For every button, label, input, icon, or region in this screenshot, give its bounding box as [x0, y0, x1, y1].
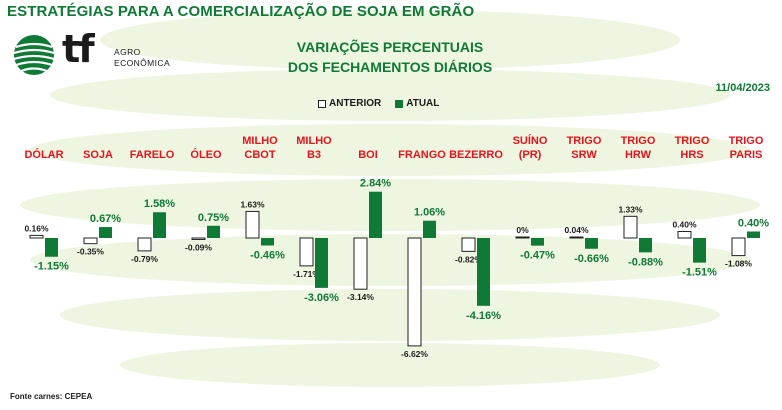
chart-legend: ANTERIOR ATUAL: [318, 98, 439, 109]
logo-economica-text: ECONÔMICA: [114, 58, 171, 68]
bar-current: [153, 212, 166, 238]
data-label-previous: -3.14%: [347, 292, 374, 302]
category-label: SUÍNO: [513, 134, 548, 147]
bar-previous: [299, 237, 314, 267]
source-note: Fonte carnes: CEPEA: [10, 392, 93, 401]
data-label-current: 1.06%: [414, 207, 445, 219]
legend-swatch-previous: [318, 99, 326, 108]
data-label-current: -3.06%: [304, 292, 339, 304]
category-label: SOJA: [83, 149, 113, 161]
data-label-previous: 1.33%: [618, 204, 643, 214]
chart-title-line1: VARIAÇÕES PERCENTUAIS: [296, 39, 484, 55]
logo-agro-text: AGRO: [114, 47, 141, 57]
logo-globe-icon: [13, 35, 55, 75]
data-label-previous: -1.71%: [293, 269, 320, 279]
data-label-previous: -0.79%: [131, 254, 158, 264]
bar-current: [477, 238, 490, 306]
bar-current: [747, 231, 760, 238]
data-label-current: 0.75%: [198, 212, 229, 224]
data-label-previous: -0.82%: [455, 254, 482, 264]
bar-current: [369, 191, 382, 238]
data-label-current: -0.47%: [520, 250, 555, 262]
category-label: TRIGO: [729, 135, 764, 147]
category-label: FRANGO: [398, 149, 446, 161]
report-title: ESTRATÉGIAS PARA A COMERCIALIZAÇÃO DE SO…: [7, 3, 475, 20]
report-date: 11/04/2023: [715, 82, 770, 94]
data-label-previous: 0.40%: [672, 219, 697, 229]
category-label: TRIGO: [567, 135, 602, 147]
data-label-current: -0.66%: [574, 253, 609, 265]
category-label: FARELO: [130, 149, 175, 161]
category-label: TRIGO: [621, 135, 656, 147]
data-label-previous: -0.35%: [77, 247, 104, 257]
logo-tf-mark: tf: [62, 27, 95, 71]
bar-previous: [191, 237, 206, 240]
bar-previous: [515, 236, 530, 239]
bar-previous: [569, 236, 584, 239]
category-label: HRW: [625, 149, 652, 161]
bar-previous: [83, 237, 98, 245]
data-label-current: 0.40%: [738, 217, 769, 229]
legend-label-previous: ANTERIOR: [329, 98, 382, 109]
bar-current: [423, 220, 436, 238]
category-label: (PR): [519, 149, 542, 161]
category-label: ÓLEO: [190, 148, 222, 161]
legend-swatch-current: [395, 99, 404, 108]
data-label-current: -1.15%: [34, 261, 69, 273]
tf-agroeconomica-logo: tf AGRO ECONÔMICA: [12, 27, 177, 79]
data-label-previous: -0.09%: [185, 242, 212, 252]
data-label-previous: 0.04%: [564, 225, 589, 235]
bar-current: [207, 225, 220, 238]
category-label: CBOT: [244, 149, 275, 161]
data-label-current: 2.84%: [360, 178, 391, 190]
bar-previous: [353, 237, 368, 290]
bar-current: [531, 238, 544, 246]
data-label-previous: 0%: [516, 225, 529, 235]
data-label-previous: 1.63%: [240, 199, 265, 209]
bar-previous: [29, 234, 44, 239]
category-label: MILHO: [242, 135, 278, 147]
category-label: DÓLAR: [24, 148, 63, 161]
category-label: B3: [307, 149, 321, 161]
data-label-current: 0.67%: [90, 213, 121, 225]
bar-previous: [245, 210, 260, 239]
bar-current: [99, 227, 112, 238]
category-label: SRW: [571, 149, 597, 161]
data-label-current: -1.51%: [682, 267, 717, 279]
category-label: TRIGO: [675, 135, 710, 147]
bar-current: [261, 238, 274, 246]
data-label-current: -0.88%: [628, 256, 663, 268]
bar-current: [693, 238, 706, 263]
data-label-previous: 0.16%: [24, 223, 49, 233]
data-label-previous: -1.08%: [725, 259, 752, 269]
category-label: PARIS: [730, 149, 763, 161]
bar-current: [585, 238, 598, 249]
bar-current: [639, 238, 652, 253]
bar-previous: [407, 237, 422, 347]
bar-previous: [137, 237, 152, 252]
category-label: HRS: [680, 149, 703, 161]
category-label: BEZERRO: [449, 149, 503, 161]
data-label-previous: -6.62%: [401, 349, 428, 359]
chart-title-line2: DOS FECHAMENTOS DIÁRIOS: [287, 59, 493, 75]
bar-previous: [731, 237, 746, 257]
bar-previous: [677, 230, 692, 239]
data-label-current: -0.46%: [250, 249, 285, 261]
data-label-current: -4.16%: [466, 310, 501, 322]
data-label-current: 1.58%: [144, 198, 175, 210]
bar-previous: [623, 215, 638, 239]
category-label: BOI: [358, 149, 378, 161]
legend-label-current: ATUAL: [406, 98, 440, 109]
bar-current: [45, 238, 58, 257]
category-label: MILHO: [296, 135, 332, 147]
bar-current: [315, 238, 328, 288]
bar-previous: [461, 237, 476, 252]
